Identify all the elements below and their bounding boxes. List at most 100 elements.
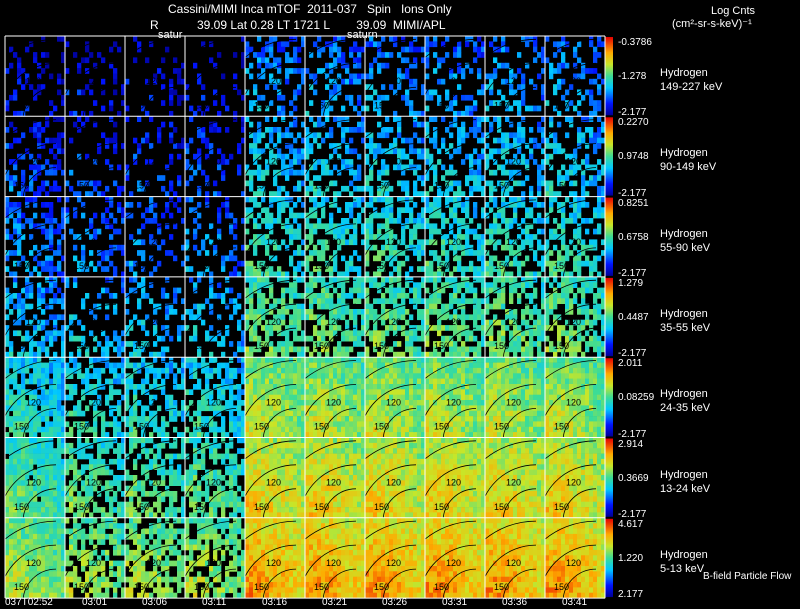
panel-r3-c7	[425, 276, 486, 358]
colorbar-mid-label: 0.6758	[618, 231, 649, 243]
contour-label: 120	[506, 157, 521, 167]
contour-label: 150	[374, 100, 389, 110]
colorbar-min-label: -2.177	[618, 348, 647, 360]
contour-label: 150	[134, 582, 149, 592]
time-tick-label: 03:21	[322, 597, 348, 608]
colorbar-mid-label: 0.08259	[618, 392, 655, 404]
contour-label: 150	[194, 582, 209, 592]
panel-r4-c5	[305, 357, 366, 438]
contour-label: 120	[86, 237, 101, 247]
contour-label: 120	[266, 157, 281, 167]
contour-label: 120	[326, 237, 341, 247]
panel-r5-c2	[125, 437, 186, 519]
contour-label: 120	[26, 558, 41, 568]
panel-r6-c8	[485, 517, 546, 599]
contour-label: 150	[14, 100, 29, 110]
contour-label: 150	[374, 422, 389, 432]
colorbar-min-label: -2.177	[618, 107, 647, 119]
contour-label: 150	[494, 100, 509, 110]
contour-label: 120	[326, 558, 341, 568]
contour-label: 120	[206, 478, 221, 488]
panel-r4-c7	[425, 357, 486, 438]
time-tick-label: 03:31	[442, 597, 468, 608]
contour-label: 120	[446, 237, 461, 247]
contour-label: 120	[26, 397, 41, 407]
colorbar-max-label: 4.617	[618, 518, 644, 530]
contour-label: 150	[314, 261, 329, 271]
contour-label: 150	[74, 502, 89, 512]
channel-species-label: Hydrogen	[660, 307, 708, 320]
panel-r3-c0	[5, 276, 66, 358]
contour-label: 120	[386, 558, 401, 568]
panel-r5-c3	[185, 437, 246, 519]
panel-r0-c9	[545, 36, 606, 117]
panel-r4-c1	[65, 357, 126, 438]
panel-r1-c1	[65, 116, 126, 197]
colorbar-mid-label: 0.9748	[618, 151, 649, 163]
panel-r6-c6	[365, 517, 426, 599]
panel-r0-c0	[5, 36, 66, 117]
panel-r0-c7	[425, 36, 486, 117]
contour-label: 120	[386, 317, 401, 327]
contour-label: 150	[14, 582, 29, 592]
contour-label: 120	[506, 237, 521, 247]
panel-r1-c4	[245, 116, 306, 197]
colorbar-max-label: 0.8251	[618, 197, 649, 209]
contour-label: 120	[266, 558, 281, 568]
contour-label: 120	[386, 478, 401, 488]
contour-label: 150	[494, 502, 509, 512]
contour-label: 150	[554, 341, 569, 351]
channel-species-label: Hydrogen	[660, 147, 708, 160]
panel-r0-c3	[185, 36, 246, 117]
contour-label: 150	[314, 502, 329, 512]
contour-label: 150	[14, 502, 29, 512]
panel-r3-c3	[185, 276, 246, 358]
contour-label: 150	[554, 181, 569, 191]
panel-r0-c1	[65, 38, 126, 117]
contour-label: 120	[326, 397, 341, 407]
panel-r6-c9	[545, 517, 606, 599]
colorbar-mid-label: 1.220	[618, 552, 644, 564]
contour-label: 150	[254, 502, 269, 512]
contour-label: 150	[434, 261, 449, 271]
contour-label: 150	[194, 341, 209, 351]
contour-label: 120	[446, 76, 461, 86]
colorbar-min-label: -2.177	[618, 187, 647, 199]
colorbar-r0	[605, 37, 613, 116]
contour-label: 150	[14, 261, 29, 271]
contour-label: 150	[314, 341, 329, 351]
contour-label: 150	[134, 422, 149, 432]
contour-label: 150	[434, 502, 449, 512]
contour-label: 120	[326, 317, 341, 327]
contour-label: 120	[206, 397, 221, 407]
time-tick-label: 03:41	[562, 597, 588, 608]
panel-r2-c0	[5, 196, 66, 278]
colorbar-max-label: 0.2270	[618, 117, 649, 129]
panel-r3-c4	[245, 276, 306, 358]
contour-label: 120	[206, 76, 221, 86]
contour-label: 150	[194, 181, 209, 191]
contour-label: 120	[326, 76, 341, 86]
panel-r1-c7	[425, 116, 486, 197]
contour-label: 150	[314, 100, 329, 110]
panel-r6-c4	[245, 517, 306, 599]
contour-label: 150	[134, 502, 149, 512]
contour-label: 120	[566, 237, 581, 247]
time-tick-label: 03:36	[502, 597, 528, 608]
contour-label: 120	[326, 157, 341, 167]
contour-label: 150	[254, 582, 269, 592]
time-tick-label: 03:26	[382, 597, 408, 608]
panel-r5-c8	[485, 437, 546, 519]
contour-label: 120	[446, 478, 461, 488]
contour-label: 120	[566, 397, 581, 407]
channel-energy-label: 35-55 keV	[660, 321, 711, 334]
contour-label: 120	[26, 76, 41, 86]
contour-label: 150	[434, 341, 449, 351]
contour-label: 120	[506, 558, 521, 568]
panel-r1-c5	[305, 116, 366, 197]
contour-label: 150	[74, 261, 89, 271]
contour-label: 150	[434, 582, 449, 592]
panel-r4-c6	[365, 357, 426, 438]
subtitle-info: 39.09 Lat 0.28 LT 1721 L 39.09 MIMI/APL	[197, 18, 446, 32]
contour-label: 150	[74, 422, 89, 432]
